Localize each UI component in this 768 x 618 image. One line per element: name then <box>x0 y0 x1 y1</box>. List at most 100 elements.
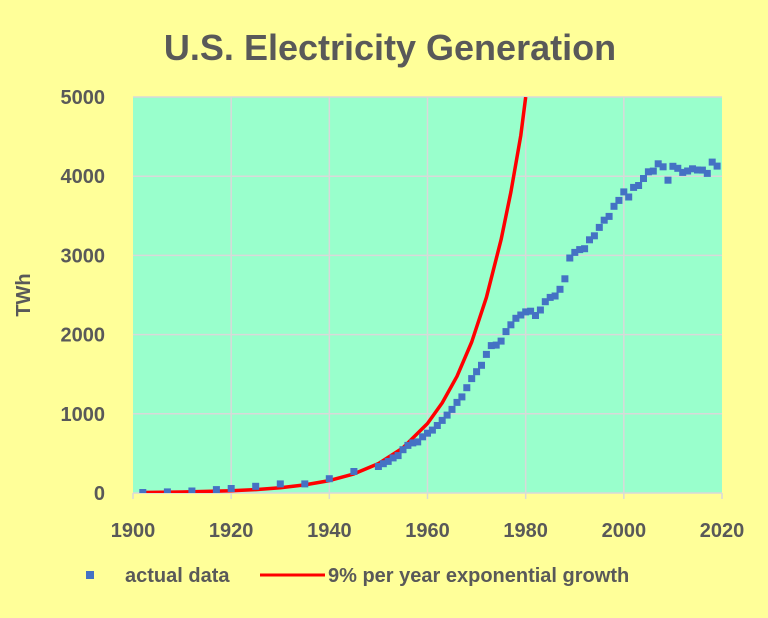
data-point <box>713 162 721 170</box>
data-point <box>473 368 481 376</box>
data-point <box>433 422 441 429</box>
data-point <box>561 275 569 283</box>
legend-marker-actual-data <box>86 571 94 579</box>
data-point <box>649 167 657 175</box>
data-point <box>600 216 608 224</box>
data-point <box>350 468 358 475</box>
data-point <box>522 308 530 316</box>
y-tick-label: 2000 <box>61 325 106 347</box>
data-point <box>438 416 446 424</box>
data-point <box>532 312 539 319</box>
y-tick-label: 5000 <box>61 87 106 109</box>
data-point <box>640 175 647 182</box>
data-point <box>384 457 392 465</box>
data-point <box>468 375 476 383</box>
data-point <box>664 176 672 184</box>
y-tick-label: 1000 <box>61 404 106 426</box>
x-tick-label: 1960 <box>405 520 450 542</box>
data-point <box>325 475 333 483</box>
data-point <box>478 361 485 369</box>
data-point <box>497 337 505 345</box>
data-point <box>517 311 525 319</box>
data-point <box>644 168 652 176</box>
data-point <box>684 167 692 175</box>
data-point <box>409 439 417 447</box>
y-tick-label: 0 <box>94 483 105 505</box>
data-point <box>404 441 412 449</box>
data-point <box>463 384 471 392</box>
chart-title: U.S. Electricity Generation <box>164 27 616 68</box>
x-axis-ticks: 1900 1920 1940 1960 1980 2000 2020 <box>111 520 745 542</box>
data-point <box>625 193 633 201</box>
x-tick-label: 2020 <box>700 520 745 542</box>
data-point <box>576 246 584 254</box>
legend-label-actual-data: actual data <box>125 565 230 587</box>
y-tick-label: 3000 <box>61 245 106 267</box>
data-point <box>689 165 696 173</box>
data-point <box>551 292 559 300</box>
x-tick-label: 1900 <box>111 520 156 542</box>
data-point <box>527 307 535 315</box>
data-point <box>301 480 309 488</box>
data-point <box>659 163 667 171</box>
data-point <box>188 487 196 493</box>
data-point <box>566 254 574 262</box>
data-point <box>679 168 687 176</box>
legend: actual data 9% per year exponential grow… <box>86 565 629 587</box>
data-point <box>443 411 451 419</box>
gridlines <box>133 96 722 493</box>
data-point <box>458 393 466 401</box>
data-point <box>212 486 220 493</box>
data-point <box>698 166 706 174</box>
axes <box>132 492 723 499</box>
x-tick-label: 1980 <box>503 520 548 542</box>
x-tick-label: 2000 <box>602 520 647 542</box>
data-point <box>654 160 662 168</box>
data-point <box>605 212 613 220</box>
data-point <box>669 162 677 170</box>
data-point <box>571 248 579 256</box>
data-point <box>448 405 456 413</box>
data-point <box>492 341 500 349</box>
data-point <box>590 232 598 240</box>
data-point <box>674 164 682 172</box>
data-point <box>163 488 171 493</box>
data-point <box>487 342 495 350</box>
data-point <box>708 158 716 166</box>
data-point <box>227 485 235 492</box>
data-point <box>419 433 427 441</box>
data-point <box>139 489 147 493</box>
data-point <box>428 426 436 434</box>
data-point <box>556 285 564 293</box>
data-point <box>615 196 623 204</box>
data-point <box>502 328 510 336</box>
data-point <box>536 306 544 314</box>
data-point <box>635 182 643 189</box>
data-point <box>453 398 461 406</box>
data-point <box>620 188 628 196</box>
data-point <box>595 223 603 231</box>
data-point <box>507 321 515 329</box>
data-point <box>424 429 431 437</box>
y-axis-ticks: 0 1000 2000 3000 4000 5000 <box>61 87 106 505</box>
data-point <box>414 438 422 446</box>
y-tick-label: 4000 <box>61 166 106 188</box>
data-point <box>546 293 554 301</box>
data-point <box>703 169 711 177</box>
data-point <box>399 446 407 454</box>
data-point <box>630 183 638 191</box>
data-point <box>581 245 589 253</box>
legend-label-exponential: 9% per year exponential growth <box>328 565 629 587</box>
data-point <box>586 236 593 244</box>
data-point <box>276 480 284 488</box>
data-point <box>610 202 618 210</box>
data-point <box>694 166 701 174</box>
x-tick-label: 1940 <box>307 520 352 542</box>
data-point <box>541 298 549 306</box>
data-point <box>379 460 387 468</box>
data-point <box>252 482 260 490</box>
series-group <box>139 97 721 493</box>
data-point <box>389 454 397 462</box>
data-point <box>394 452 402 460</box>
